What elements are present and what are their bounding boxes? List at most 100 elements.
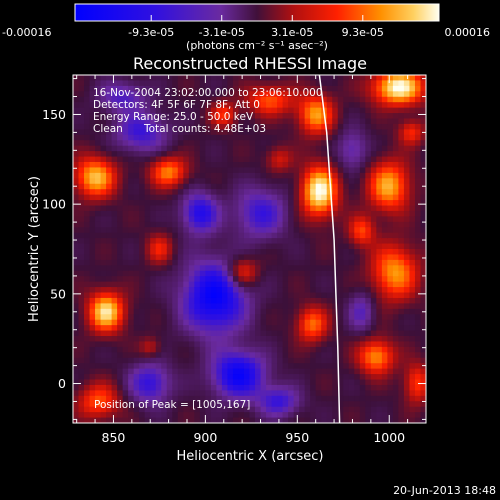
heatmap-cell (73, 390, 80, 397)
heatmap-cell (133, 221, 140, 228)
heatmap-cell (210, 254, 218, 261)
heatmap-cell (354, 243, 361, 250)
heatmap-cell (271, 406, 278, 413)
heatmap-cell (370, 145, 377, 152)
heatmap-cell (337, 417, 344, 423)
heatmap-cell (249, 205, 256, 212)
heatmap-cell (221, 390, 229, 397)
heatmap-cell (183, 281, 190, 288)
heatmap-cell (111, 183, 118, 190)
heatmap-cell (304, 96, 311, 103)
y-tick-label: 0 (58, 376, 66, 391)
heatmap-cell (205, 406, 212, 413)
heatmap-cell (343, 303, 350, 310)
heatmap-cell (117, 417, 124, 423)
colorbar-tick-label: 0.00016 (445, 26, 491, 39)
heatmap-cell (414, 80, 422, 87)
heatmap-cell (365, 205, 372, 212)
heatmap-cell (95, 417, 102, 423)
heatmap-cell (282, 183, 289, 190)
heatmap-cell (392, 417, 400, 423)
heatmap-cell (232, 167, 240, 174)
heatmap-cell (100, 406, 107, 413)
heatmap-cell (260, 341, 267, 348)
heatmap-cell (288, 363, 295, 370)
heatmap-cell (260, 172, 267, 179)
annotation-time-range: 16-Nov-2004 23:02:00.000 to 23:06:10.000 (93, 87, 323, 99)
heatmap-cell (106, 156, 113, 163)
heatmap-cell (155, 330, 162, 337)
heatmap-cell (403, 417, 411, 423)
heatmap-cell (387, 189, 394, 196)
heatmap-cell (420, 330, 426, 337)
heatmap-cell (293, 102, 300, 109)
heatmap-cell (238, 368, 245, 375)
heatmap-cell (150, 374, 157, 381)
heatmap-cell (177, 200, 184, 207)
x-axis-label: Heliocentric X (arcsec) (177, 449, 324, 464)
heatmap-cell (392, 384, 400, 391)
heatmap-cell (232, 336, 240, 343)
heatmap-cell (238, 325, 245, 332)
heatmap-cell (210, 96, 218, 103)
heatmap-cell (255, 412, 262, 419)
heatmap-cell (282, 75, 289, 82)
heatmap-cell (321, 357, 328, 364)
heatmap-cell (221, 107, 229, 114)
heatmap-cell (111, 85, 118, 92)
heatmap-cell (282, 374, 289, 381)
heatmap-cell (359, 368, 366, 375)
heatmap-cell (133, 330, 140, 337)
heatmap-cell (95, 314, 102, 321)
heatmap-cell (95, 330, 102, 337)
heatmap-cell (387, 75, 394, 82)
heatmap-cell (227, 297, 234, 304)
heatmap-cell (139, 80, 146, 87)
heatmap-cell (354, 123, 361, 130)
heatmap-cell (315, 368, 322, 375)
heatmap-cell (288, 200, 295, 207)
heatmap-cell (122, 374, 129, 381)
heatmap-cell (172, 319, 179, 326)
heatmap-cell (139, 118, 146, 125)
heatmap-cell (95, 412, 102, 419)
heatmap-cell (232, 346, 240, 353)
heatmap-cell (348, 216, 355, 223)
heatmap-cell (370, 113, 377, 120)
heatmap-cell (139, 259, 146, 266)
heatmap-cell (310, 227, 317, 234)
heatmap-cell (172, 363, 179, 370)
heatmap-cell (238, 210, 245, 217)
heatmap-cell (238, 102, 245, 109)
heatmap-cell (332, 308, 339, 315)
heatmap-cell (288, 75, 295, 82)
heatmap-cell (177, 336, 184, 343)
heatmap-cell (260, 80, 267, 87)
heatmap-cell (205, 75, 212, 82)
heatmap-cell (227, 325, 234, 332)
heatmap-cell (199, 319, 206, 326)
heatmap-cell (232, 314, 240, 321)
heatmap-cell (144, 281, 151, 288)
heatmap-cell (95, 363, 102, 370)
heatmap-cell (282, 270, 289, 277)
heatmap-cell (277, 330, 284, 337)
heatmap-cell (227, 134, 234, 141)
heatmap-cell (414, 183, 422, 190)
heatmap-cell (260, 384, 267, 391)
heatmap-cell (106, 162, 113, 169)
heatmap-cell (337, 102, 344, 109)
heatmap (73, 75, 426, 423)
heatmap-cell (122, 123, 129, 130)
heatmap-cell (398, 183, 405, 190)
heatmap-cell (277, 91, 284, 98)
heatmap-cell (122, 417, 129, 423)
heatmap-cell (188, 308, 195, 315)
heatmap-cell (326, 287, 333, 294)
heatmap-cell (354, 363, 361, 370)
heatmap-cell (133, 210, 140, 217)
heatmap-cell (249, 390, 256, 397)
heatmap-cell (106, 189, 113, 196)
heatmap-cell (260, 319, 267, 326)
heatmap-cell (370, 221, 377, 228)
